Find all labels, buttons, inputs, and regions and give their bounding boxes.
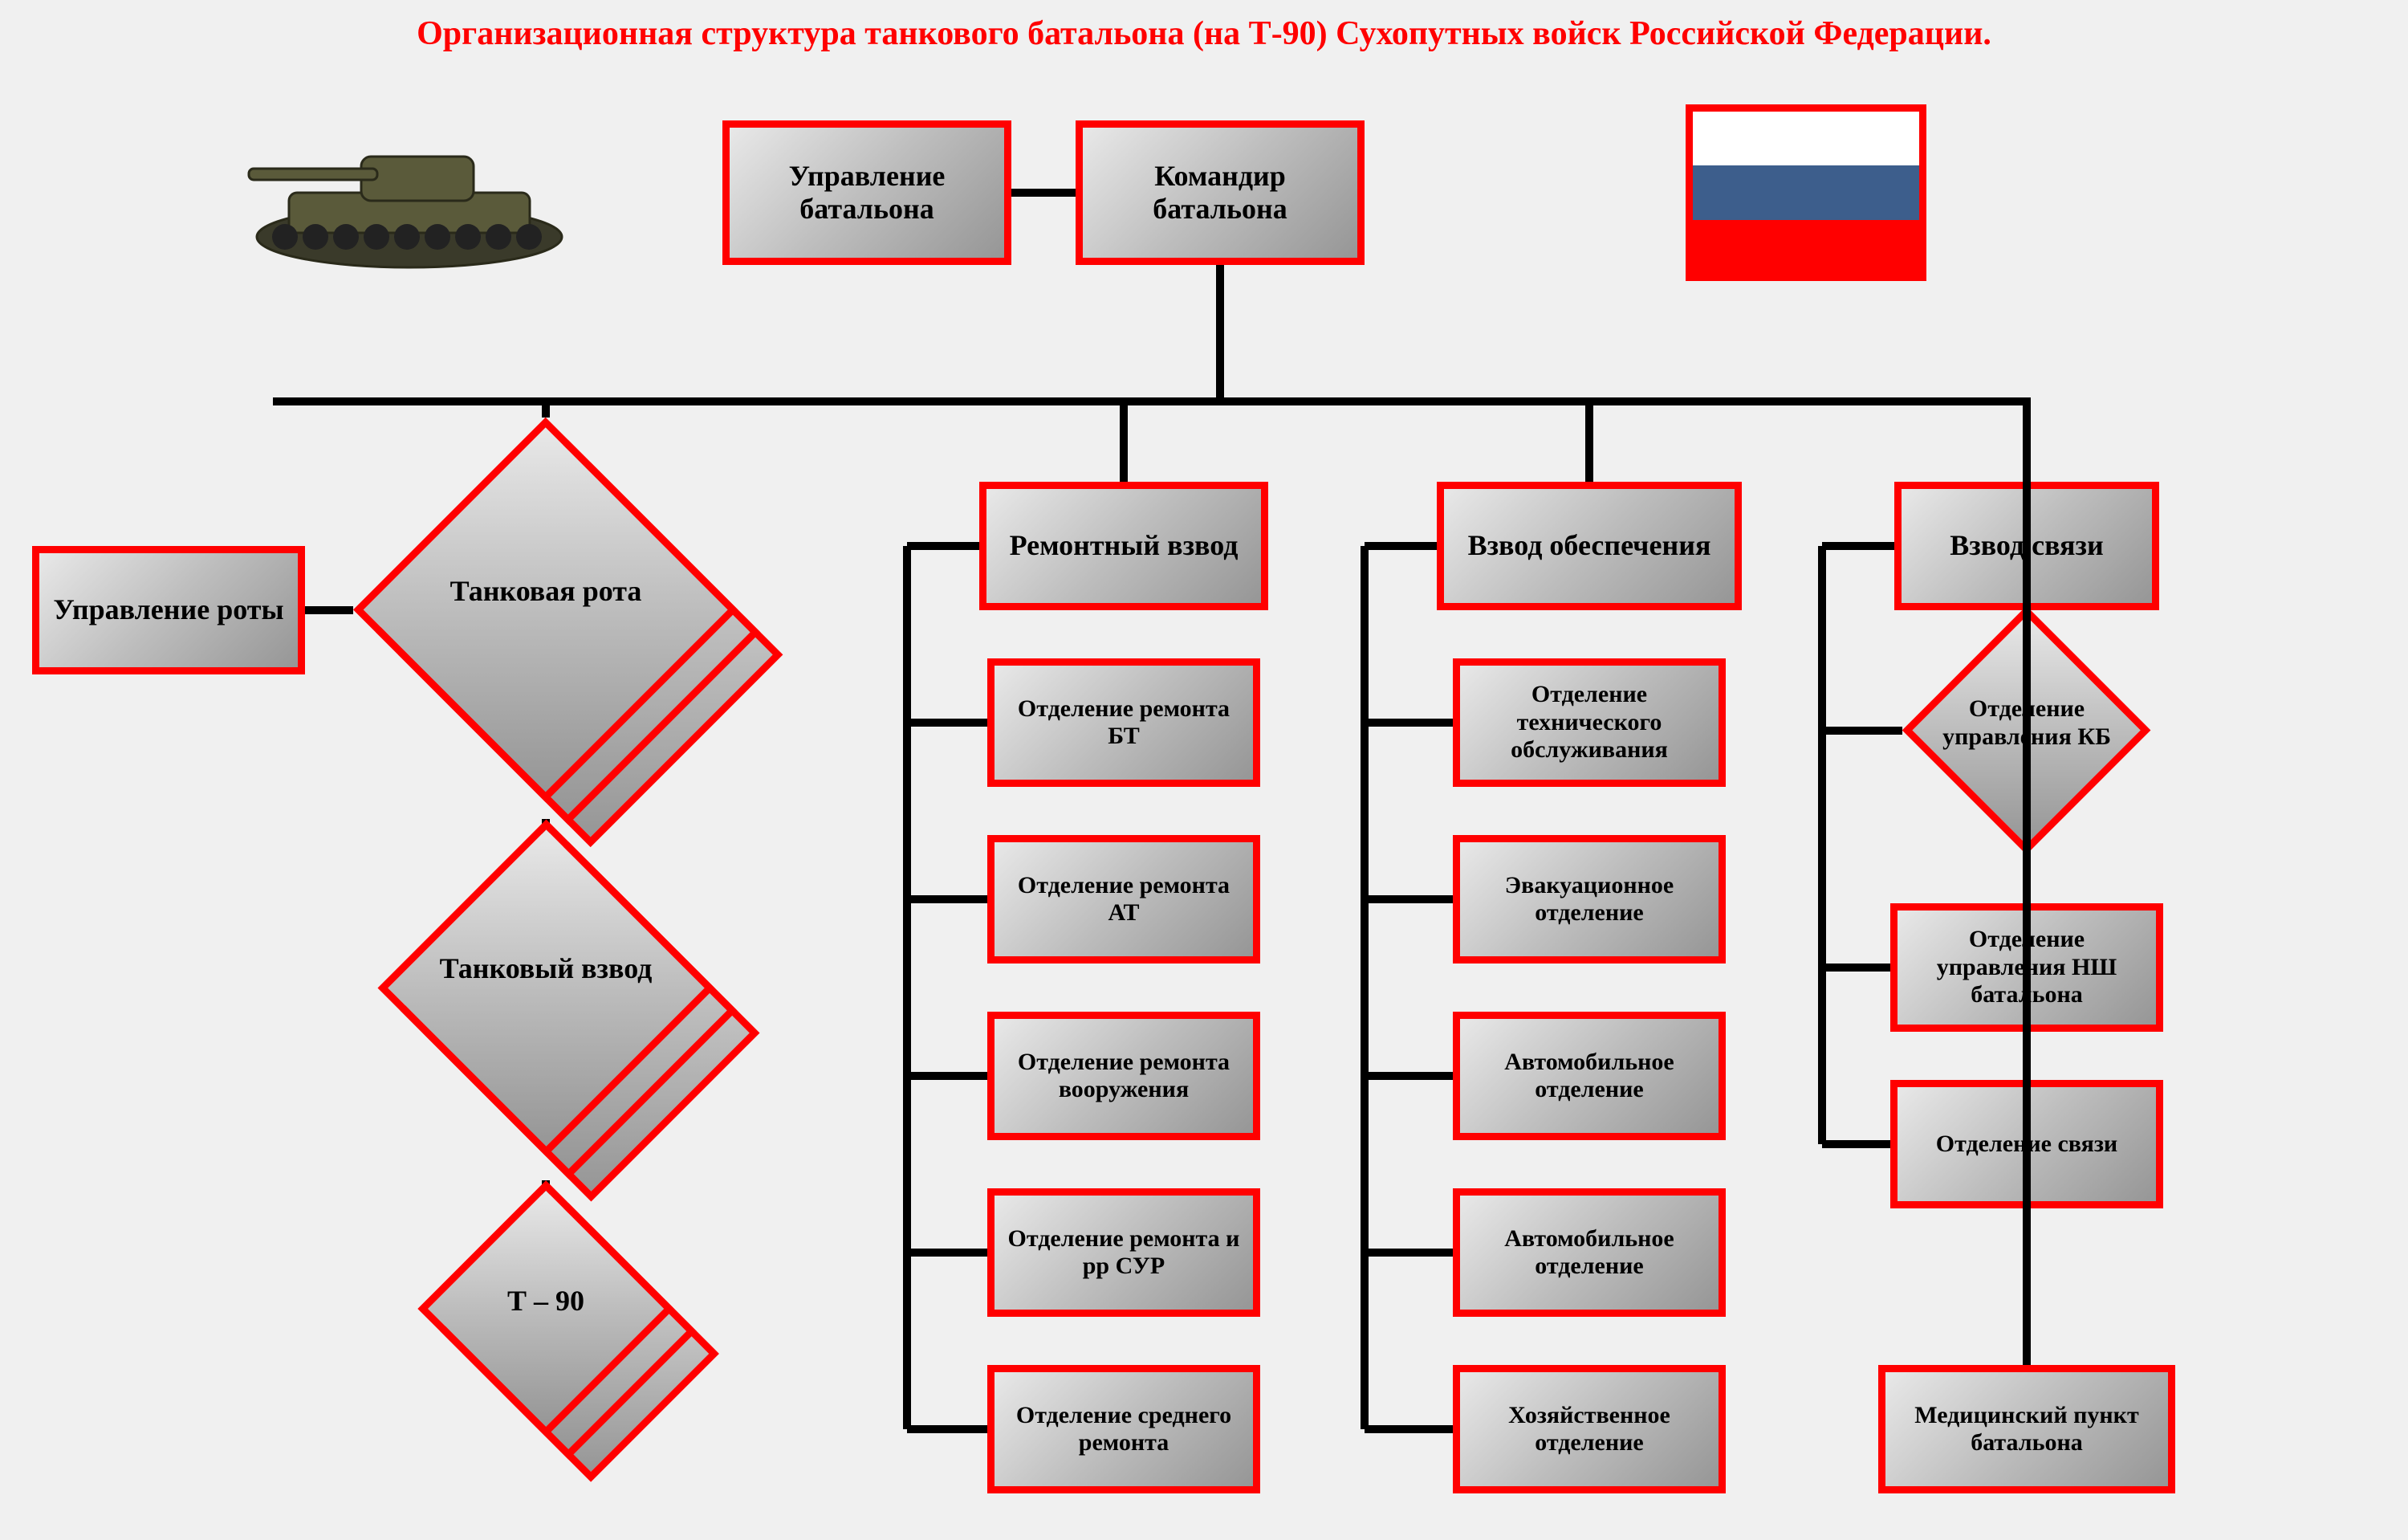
support-item: Автомобильное отделение xyxy=(1453,1012,1726,1140)
box-label: Управление роты xyxy=(53,593,283,626)
box-label: Отделение ремонта АТ xyxy=(1004,872,1243,927)
company-hq: Управление роты xyxy=(32,546,305,674)
box-label: Отделение ремонта и рр СУР xyxy=(1004,1225,1243,1281)
battalion-commander: Командир батальона xyxy=(1076,120,1365,265)
repair-item: Отделение ремонта БТ xyxy=(987,658,1260,787)
repair-item: Отделение ремонта АТ xyxy=(987,835,1260,964)
support-item: Отделение технического обслуживания xyxy=(1453,658,1726,787)
support-item: Хозяйственное отделение xyxy=(1453,1365,1726,1493)
box-label: Отделение технического обслуживания xyxy=(1470,681,1709,764)
box-label: Отделение ремонта БТ xyxy=(1004,695,1243,751)
box-label: Медицинский пункт батальона xyxy=(1895,1402,2158,1457)
page-title: Организационная структура танкового бата… xyxy=(0,14,2408,53)
box-label: Отделение среднего ремонта xyxy=(1004,1402,1243,1457)
box-label: Эвакуационное отделение xyxy=(1470,872,1709,927)
box-label: Хозяйственное отделение xyxy=(1470,1402,1709,1457)
box-label: Командир батальона xyxy=(1092,160,1348,226)
support-item: Эвакуационное отделение xyxy=(1453,835,1726,964)
medical-point: Медицинский пункт батальона xyxy=(1878,1365,2175,1493)
russian-flag xyxy=(1686,104,1926,281)
support-item: Автомобильное отделение xyxy=(1453,1188,1726,1317)
box-label: Автомобильное отделение xyxy=(1470,1225,1709,1281)
box-label: Ремонтный взвод xyxy=(1010,529,1239,562)
box-label: Взвод обеспечения xyxy=(1468,529,1711,562)
tank-icon xyxy=(241,112,578,273)
repair-head: Ремонтный взвод xyxy=(979,482,1268,610)
repair-item: Отделение ремонта вооружения xyxy=(987,1012,1260,1140)
battalion-hq: Управление батальона xyxy=(722,120,1011,265)
support-head: Взвод обеспечения xyxy=(1437,482,1742,610)
box-label: Управление батальона xyxy=(739,160,995,226)
box-label: Отделение ремонта вооружения xyxy=(1004,1049,1243,1104)
box-label: Автомобильное отделение xyxy=(1470,1049,1709,1104)
repair-item: Отделение среднего ремонта xyxy=(987,1365,1260,1493)
repair-item: Отделение ремонта и рр СУР xyxy=(987,1188,1260,1317)
